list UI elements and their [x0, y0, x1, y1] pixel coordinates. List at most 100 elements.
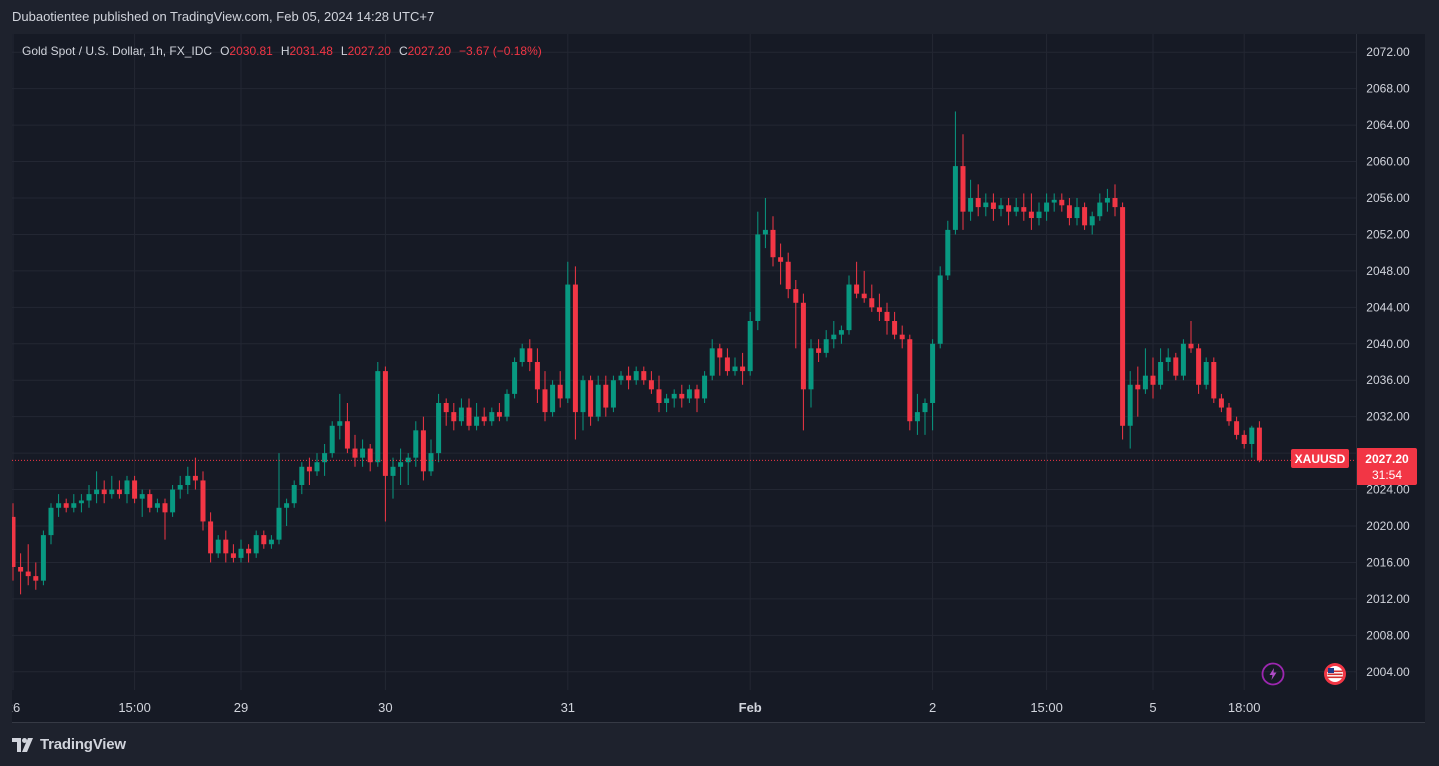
- candle-body: [268, 539, 274, 545]
- candle-body: [78, 500, 84, 504]
- candle: [610, 375, 616, 413]
- candle: [1051, 193, 1057, 212]
- candle: [846, 275, 852, 335]
- time-tick: 31: [561, 700, 575, 715]
- candle-body: [717, 348, 723, 358]
- candle-body: [854, 284, 860, 294]
- candle: [124, 475, 130, 504]
- candle: [1249, 425, 1255, 458]
- candle-body: [694, 389, 700, 399]
- candle: [914, 393, 920, 435]
- candle: [208, 512, 214, 563]
- price-tick: 2012.00: [1366, 592, 1410, 606]
- candle: [952, 111, 958, 235]
- candle: [823, 330, 829, 358]
- candle: [755, 211, 761, 331]
- time-tick: 18:00: [1228, 700, 1261, 715]
- candle: [831, 321, 837, 349]
- candle-body: [496, 412, 502, 417]
- candle: [527, 339, 533, 372]
- candle: [694, 384, 700, 413]
- price-tick: 2032.00: [1366, 410, 1410, 424]
- candle-body: [1234, 421, 1240, 435]
- change-value: −3.67 (−0.18%): [459, 44, 542, 58]
- candle: [1188, 321, 1194, 353]
- candle: [702, 371, 708, 403]
- candle-body: [147, 494, 153, 508]
- candle-body: [458, 407, 464, 422]
- candle-body: [975, 198, 981, 208]
- candle: [1241, 430, 1247, 449]
- candle: [398, 448, 404, 485]
- close-value: 2027.20: [407, 44, 452, 58]
- candle: [572, 266, 578, 440]
- footer-brand: TradingView: [40, 736, 126, 753]
- candle: [785, 252, 791, 299]
- low-value: 2027.20: [347, 44, 391, 58]
- candle-body: [451, 412, 457, 422]
- candle: [1127, 371, 1133, 449]
- candle-body: [1142, 375, 1148, 390]
- candle-body: [1074, 207, 1080, 219]
- flash-icon[interactable]: [1261, 662, 1285, 686]
- candle-body: [1211, 362, 1217, 399]
- price-tick: 2016.00: [1366, 555, 1410, 569]
- candle-body: [124, 480, 130, 495]
- price-tick: 2052.00: [1366, 227, 1410, 241]
- candle-body: [580, 380, 586, 413]
- candle: [740, 352, 746, 385]
- price-tick: 2044.00: [1366, 300, 1410, 314]
- candle-body: [937, 275, 943, 344]
- candle: [1021, 193, 1027, 221]
- candle-body: [489, 412, 495, 422]
- candle-body: [192, 475, 198, 481]
- candle-body: [139, 494, 145, 499]
- candlestick-chart[interactable]: 2004.00 2008.00 2012.00 2016.00 2020.00 2024.…: [12, 34, 1425, 722]
- candle-body: [557, 384, 563, 399]
- candle: [717, 343, 723, 376]
- candle: [238, 539, 244, 563]
- candle: [314, 453, 320, 476]
- candle: [899, 325, 905, 349]
- candle-body: [375, 371, 381, 463]
- candle-body: [101, 489, 107, 495]
- candle-body: [930, 343, 936, 403]
- candle: [1256, 421, 1262, 463]
- time-tick: 29: [234, 700, 248, 715]
- time-axis-separator: [12, 722, 1425, 723]
- candle: [778, 243, 784, 285]
- candle-body: [1188, 343, 1194, 349]
- candle: [960, 134, 966, 230]
- candle: [405, 453, 411, 485]
- candle: [86, 485, 92, 508]
- chart-panel[interactable]: 2004.00 2008.00 2012.00 2016.00 2020.00 2024.…: [12, 34, 1425, 722]
- candle: [261, 530, 267, 549]
- candle-body: [618, 375, 624, 381]
- candle-body: [808, 348, 814, 390]
- candle: [565, 261, 571, 403]
- candle: [496, 403, 502, 422]
- candle-body: [86, 494, 92, 501]
- candle: [504, 389, 510, 422]
- candle-body: [968, 198, 974, 212]
- candle-body: [641, 371, 647, 381]
- candle: [367, 444, 373, 472]
- candle-body: [1097, 202, 1103, 217]
- time-tick: 2: [929, 700, 936, 715]
- candle: [78, 494, 84, 513]
- candle: [344, 403, 350, 454]
- candle-body: [1059, 199, 1065, 206]
- candle-body: [603, 384, 609, 408]
- us-flag-icon[interactable]: [1323, 662, 1346, 685]
- candle-body: [800, 302, 806, 390]
- candle: [215, 535, 221, 558]
- candle: [474, 403, 480, 431]
- candle-body: [215, 539, 221, 554]
- price-tick: 2056.00: [1366, 191, 1410, 205]
- candle-body: [595, 384, 601, 417]
- candle: [983, 193, 989, 217]
- candle: [132, 475, 138, 504]
- time-tick: 15:00: [1030, 700, 1063, 715]
- candle-body: [162, 503, 168, 513]
- price-tick: 2036.00: [1366, 373, 1410, 387]
